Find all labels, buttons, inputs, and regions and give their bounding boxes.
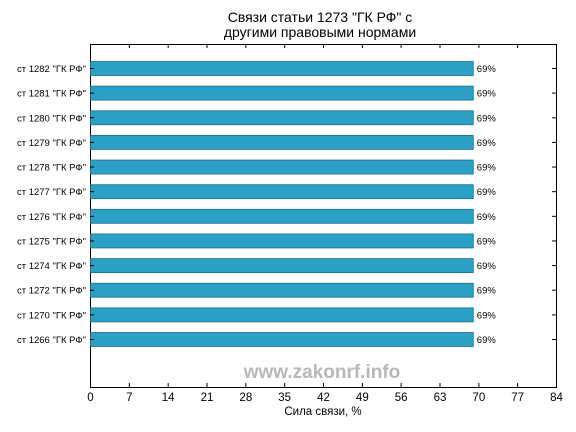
category-label: ст 1274 "ГК РФ" bbox=[17, 261, 86, 272]
x-tick-label: 42 bbox=[317, 392, 330, 404]
x-tick-label: 49 bbox=[356, 392, 369, 404]
bars-group bbox=[90, 61, 474, 347]
category-label: ст 1275 "ГК РФ" bbox=[17, 236, 86, 247]
data-label: 69% bbox=[477, 64, 497, 75]
category-label: ст 1277 "ГК РФ" bbox=[17, 187, 86, 198]
chart-title-line: Связи статьи 1273 "ГК РФ" с bbox=[228, 9, 413, 25]
data-label: 69% bbox=[477, 236, 497, 247]
data-label: 69% bbox=[477, 335, 497, 346]
category-label: ст 1282 "ГК РФ" bbox=[17, 64, 86, 75]
bar bbox=[90, 159, 474, 175]
data-label: 69% bbox=[477, 310, 497, 321]
category-label: ст 1270 "ГК РФ" bbox=[17, 310, 86, 321]
data-label: 69% bbox=[477, 163, 497, 174]
x-tick-label: 21 bbox=[201, 392, 214, 404]
x-tick-label: 70 bbox=[472, 392, 485, 404]
bar bbox=[90, 135, 474, 150]
bar bbox=[90, 85, 474, 101]
x-tick-label: 35 bbox=[278, 392, 291, 404]
category-label: ст 1266 "ГК РФ" bbox=[17, 335, 86, 346]
data-label: 69% bbox=[477, 138, 497, 149]
data-label: 69% bbox=[477, 212, 497, 223]
x-tick-label: 28 bbox=[239, 392, 252, 404]
bar bbox=[90, 61, 474, 76]
x-tick-label: 7 bbox=[126, 392, 132, 404]
x-tick-label: 84 bbox=[550, 392, 563, 404]
data-label: 69% bbox=[477, 187, 497, 198]
category-label: ст 1278 "ГК РФ" bbox=[17, 163, 86, 174]
data-label: 69% bbox=[477, 286, 497, 297]
category-labels: ст 1282 "ГК РФ" ст 1281 "ГК РФ" ст 1280 "Г… bbox=[17, 64, 556, 346]
x-tick-label: 0 bbox=[87, 392, 93, 404]
x-tick-label: 77 bbox=[511, 392, 524, 404]
bar bbox=[90, 258, 474, 273]
x-axis-ticks: 0 7 14 21 28 35 42 49 56 63 70 77 84 bbox=[87, 44, 563, 404]
bar bbox=[90, 282, 474, 298]
bar bbox=[90, 110, 474, 126]
bar bbox=[90, 233, 474, 249]
x-tick-label: 63 bbox=[434, 392, 447, 404]
bar bbox=[90, 332, 474, 347]
bar bbox=[90, 208, 474, 224]
category-label: ст 1272 "ГК РФ" bbox=[17, 286, 86, 297]
x-tick-label: 56 bbox=[395, 392, 408, 404]
bar bbox=[90, 307, 474, 323]
data-label: 69% bbox=[477, 89, 497, 100]
data-label: 69% bbox=[477, 113, 497, 124]
category-label: ст 1280 "ГК РФ" bbox=[17, 113, 86, 124]
category-label: ст 1279 "ГК РФ" bbox=[17, 138, 86, 149]
data-labels: 69% 69% 69% 69% 69% 69% 69% 69% 69% 69% 69% 69% bbox=[477, 64, 497, 346]
category-label: ст 1276 "ГК РФ" bbox=[17, 212, 86, 223]
data-label: 69% bbox=[477, 261, 497, 272]
chart-title-line: другими правовыми нормами bbox=[224, 24, 416, 40]
x-tick-label: 14 bbox=[162, 392, 175, 404]
category-label: ст 1281 "ГК РФ" bbox=[17, 89, 86, 100]
bar bbox=[90, 184, 474, 200]
x-axis-label: Сила связи, % bbox=[284, 406, 361, 418]
watermark-text: www.zakonrf.info bbox=[243, 362, 401, 383]
